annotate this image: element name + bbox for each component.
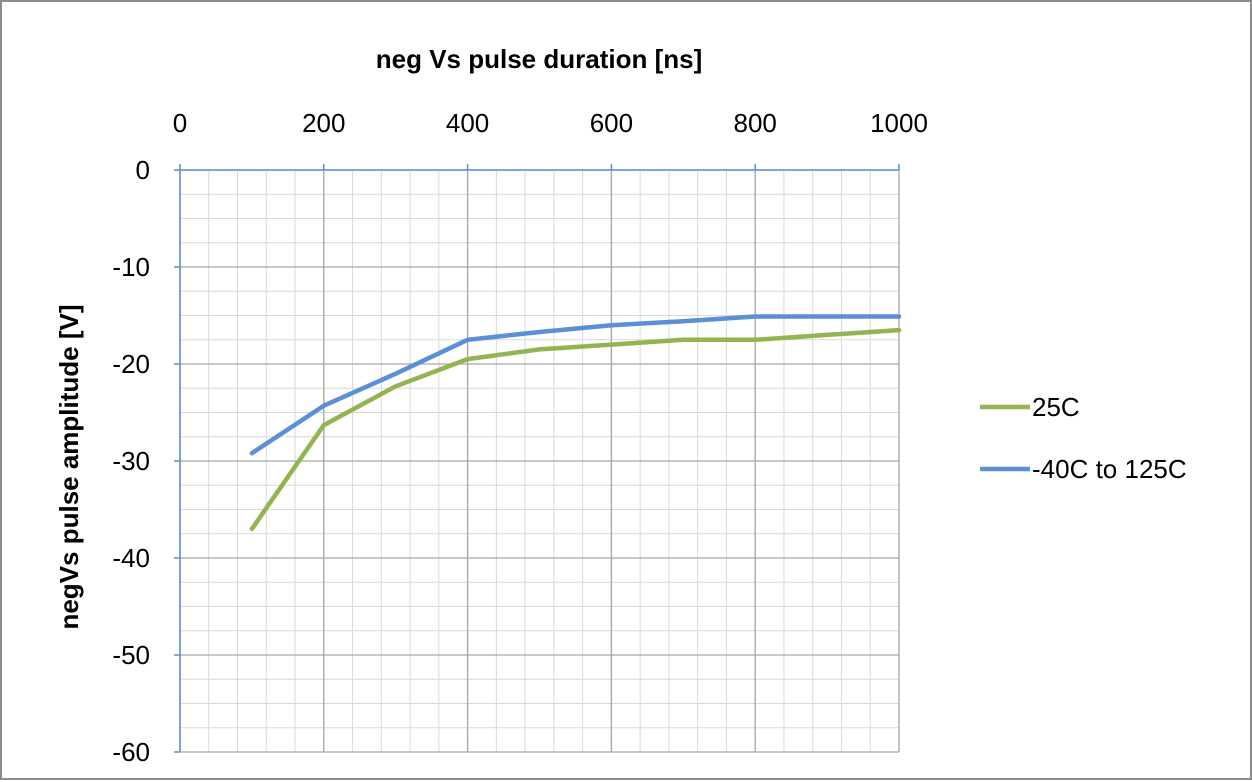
y-tick-label: 0: [136, 155, 150, 185]
legend-label-2: -40C to 125C: [1032, 454, 1187, 484]
x-tick-label: 600: [590, 108, 633, 138]
major-gridlines: [179, 169, 900, 753]
x-axis-title: neg Vs pulse duration [ns]: [376, 44, 702, 74]
x-tick-label: 1000: [870, 108, 928, 138]
series-line-1: [249, 327, 902, 532]
axes: [174, 164, 900, 753]
series-lines: [249, 314, 902, 532]
y-tick-label: -60: [112, 737, 150, 767]
y-tick-label: -10: [112, 252, 150, 282]
legend: 25C -40C to 125C: [980, 392, 1187, 484]
y-tick-labels: 0 -10 -20 -30 -40 -50 -60: [112, 155, 150, 767]
y-tick-label: -20: [112, 349, 150, 379]
x-tick-label: 400: [446, 108, 489, 138]
y-tick-label: -50: [112, 640, 150, 670]
x-tick-labels: 0 200 400 600 800 1000: [173, 108, 928, 138]
x-tick-label: 0: [173, 108, 187, 138]
series-line-2: [249, 314, 902, 456]
x-tick-label: 800: [734, 108, 777, 138]
y-tick-label: -40: [112, 543, 150, 573]
x-tick-label: 200: [302, 108, 345, 138]
y-tick-label: -30: [112, 446, 150, 476]
legend-label-1: 25C: [1032, 392, 1080, 422]
y-axis-title: negVs pulse amplitude [V]: [54, 304, 84, 629]
